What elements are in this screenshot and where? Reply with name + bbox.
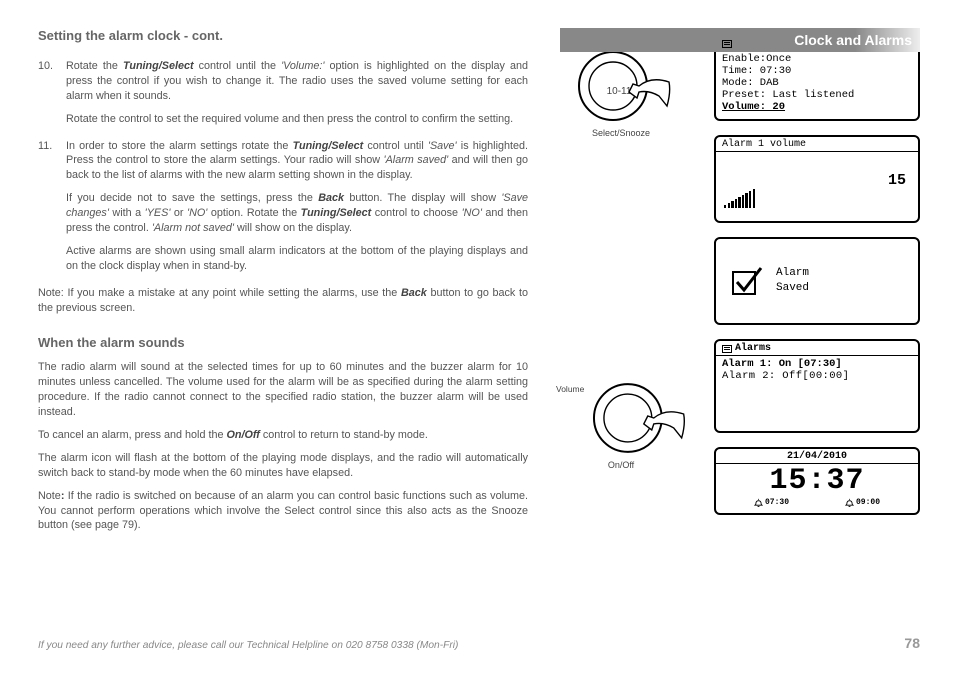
panel-line: Time: 07:30	[722, 65, 912, 77]
panel-alarm1-lines: Enable:OnceTime: 07:30Mode: DABPreset: L…	[722, 53, 912, 101]
panel-alarms-header: Alarms	[716, 341, 918, 356]
volume-bar	[738, 197, 740, 208]
clock-time: 15:37	[724, 466, 910, 498]
steps-list: 10. Rotate the Tuning/Select control unti…	[38, 59, 528, 274]
knob-left-label: Volume	[556, 384, 584, 394]
checkmark-icon	[730, 264, 764, 298]
alarm-row-1: Alarm 1: On [07:30]	[722, 358, 912, 370]
footer: If you need any further advice, please c…	[38, 635, 920, 651]
step-number: 11.	[38, 139, 52, 154]
body-para: Note: If the radio is switched on becaus…	[38, 489, 528, 534]
note-back: Note: If you make a mistake at any point…	[38, 286, 528, 316]
volume-bar	[731, 201, 733, 208]
alarm-row-2: Alarm 2: Off[00:00]	[722, 370, 912, 382]
body-para: To cancel an alarm, press and hold the O…	[38, 428, 528, 443]
bell-icon	[845, 498, 854, 507]
clock-date: 21/04/2010	[716, 449, 918, 464]
step-item: 11. In order to store the alarm settings …	[38, 139, 528, 274]
subhead-when-sounds: When the alarm sounds	[38, 335, 528, 350]
body-para: The alarm icon will flash at the bottom …	[38, 451, 528, 481]
step-para: Active alarms are shown using small alar…	[66, 244, 528, 274]
step-number: 10.	[38, 59, 53, 74]
volume-bar	[728, 203, 730, 208]
volume-bar	[745, 193, 747, 208]
svg-text:10-11: 10-11	[607, 86, 632, 97]
knob-bot-label-2: On/Off	[556, 460, 686, 470]
volume-knob-figure: Volume On/Off	[556, 378, 686, 470]
header-title: Clock and Alarms	[794, 32, 912, 48]
left-column: Setting the alarm clock - cont. 10. Rotat…	[38, 28, 528, 541]
body-paragraphs: The radio alarm will sound at the select…	[38, 360, 528, 533]
page-number: 78	[904, 635, 920, 651]
list-icon	[722, 345, 732, 353]
panel-clock: 21/04/2010 15:37 07:30 09:00	[714, 447, 920, 515]
tuning-knob-icon: 10-11	[571, 46, 671, 126]
bell-icon	[754, 498, 763, 507]
list-icon	[722, 40, 732, 48]
panel-alarms-list: Alarms Alarm 1: On [07:30] Alarm 2: Off[…	[714, 339, 920, 433]
step-para: Rotate the control to set the required v…	[66, 112, 528, 127]
panel-saved: Alarm Saved	[714, 237, 920, 325]
volume-bars-icon	[724, 189, 755, 208]
volume-bar	[742, 195, 744, 208]
step-para: Rotate the Tuning/Select control until t…	[66, 59, 528, 104]
main-row: Setting the alarm clock - cont. 10. Rotat…	[38, 28, 920, 541]
volume-bar	[753, 189, 755, 208]
panel-column: Alarm 1 Enable:OnceTime: 07:30Mode: DABP…	[714, 34, 920, 541]
step-para: If you decide not to save the settings, …	[66, 191, 528, 236]
volume-bar	[749, 191, 751, 208]
volume-value: 15	[888, 172, 906, 189]
illustration-column: Tuning 10-11 Select/Snooze Volume	[546, 28, 696, 541]
volume-knob-icon	[586, 378, 686, 458]
panel-volume: Alarm 1 volume 15	[714, 135, 920, 223]
saved-text: Alarm Saved	[776, 266, 809, 296]
volume-bar	[724, 205, 726, 208]
body-para: The radio alarm will sound at the select…	[38, 360, 528, 420]
panel-line: Mode: DAB	[722, 77, 912, 89]
panel-line: Preset: Last listened	[722, 89, 912, 101]
section-title: Setting the alarm clock - cont.	[38, 28, 528, 43]
footer-helpline: If you need any further advice, please c…	[38, 640, 458, 651]
step-para: In order to store the alarm settings rot…	[66, 139, 528, 184]
header-bar: Clock and Alarms	[560, 28, 920, 52]
knob-bot-label: Select/Snooze	[556, 128, 686, 138]
panel-line: Enable:Once	[722, 53, 912, 65]
clock-alarm-indicators: 07:30 09:00	[724, 498, 910, 509]
volume-bar	[735, 199, 737, 208]
step-item: 10. Rotate the Tuning/Select control unti…	[38, 59, 528, 127]
panel-volume-header: Alarm 1 volume	[716, 137, 918, 152]
panel-alarm1-volume: Volume: 20	[722, 101, 912, 113]
right-column: Tuning 10-11 Select/Snooze Volume	[546, 28, 920, 541]
